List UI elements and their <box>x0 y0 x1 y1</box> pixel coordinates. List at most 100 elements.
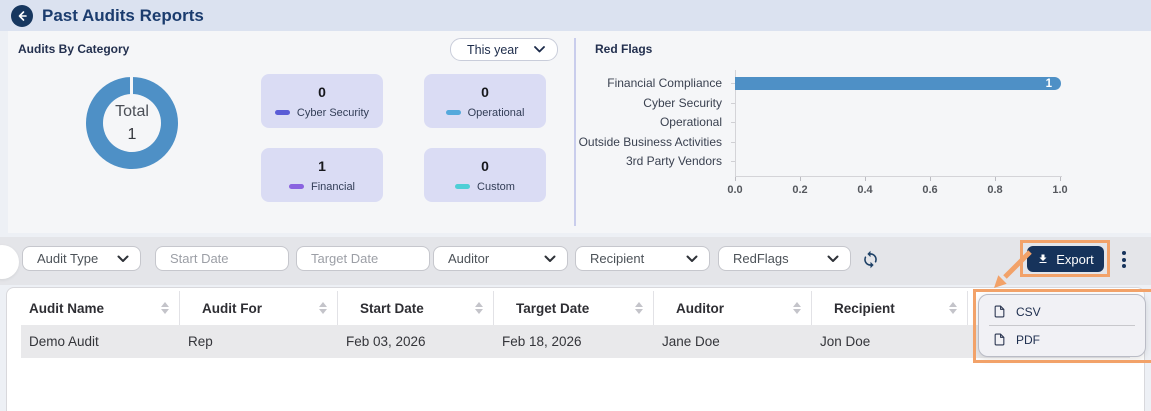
audit-type-select[interactable]: Audit Type <box>22 246 141 271</box>
category-value: 0 <box>481 83 489 100</box>
chevron-down-icon <box>827 255 839 262</box>
y-axis-tick <box>731 103 735 104</box>
cell-start-date: Feb 03, 2026 <box>346 334 426 349</box>
audits-table: Audit Name Audit For Start Date Target D… <box>6 287 1145 411</box>
refresh-icon <box>863 250 877 268</box>
donut-center: Total 1 <box>103 94 161 152</box>
export-menu-item-csv[interactable]: CSV <box>979 298 1145 325</box>
donut-center-label: Total <box>115 102 149 120</box>
column-header-target-date[interactable]: Target Date <box>494 291 654 325</box>
refresh-button[interactable] <box>859 248 881 270</box>
recipient-select-value: Recipient <box>590 251 645 266</box>
export-button-label: Export <box>1056 251 1094 267</box>
column-header-label: Audit Name <box>29 300 105 316</box>
column-header-label: Start Date <box>360 300 424 316</box>
category-label: Custom <box>477 180 515 193</box>
x-axis-line <box>735 176 1062 177</box>
audit-type-select-value: Audit Type <box>37 251 99 266</box>
export-menu-item-label: PDF <box>1016 332 1040 347</box>
rf-category-label: Operational <box>659 115 722 129</box>
chevron-down-icon <box>686 255 698 262</box>
filter-toolbar: Audit Type Auditor Recipient RedFlags Ex… <box>0 237 1151 285</box>
category-dash-3 <box>455 184 471 189</box>
column-header-label: Target Date <box>516 300 590 316</box>
rf-category-label: 3rd Party Vendors <box>625 154 722 168</box>
bar-financial-compliance: 1 <box>735 77 1061 90</box>
column-header-recipient[interactable]: Recipient <box>812 291 968 325</box>
x-axis-tick <box>865 177 866 181</box>
column-header-start-date[interactable]: Start Date <box>338 291 494 325</box>
start-date-input[interactable] <box>170 251 274 266</box>
dashboard-panel: Audits By Category This year Total 1 0 C… <box>8 31 1151 233</box>
rf-category-label: Outside Business Activities <box>578 135 722 149</box>
export-menu-item-pdf[interactable]: PDF <box>979 326 1145 353</box>
category-dash-1 <box>445 110 461 115</box>
start-date-field-wrap <box>155 246 289 271</box>
column-header-audit-name[interactable]: Audit Name <box>7 291 180 325</box>
auditor-select[interactable]: Auditor <box>433 246 568 271</box>
rf-category-label: Financial Compliance <box>607 76 722 90</box>
cell-target-date: Feb 18, 2026 <box>502 334 582 349</box>
category-value: 1 <box>318 157 326 174</box>
chevron-down-icon <box>544 255 556 262</box>
x-axis-tick <box>735 177 736 181</box>
y-axis-tick <box>731 142 735 143</box>
redflags-select[interactable]: RedFlags <box>718 246 851 271</box>
recipient-select[interactable]: Recipient <box>575 246 710 271</box>
x-tick-label: 0.4 <box>857 184 873 196</box>
kebab-dot <box>1122 251 1126 255</box>
sort-icon <box>161 302 169 314</box>
sort-icon <box>635 302 643 314</box>
column-header-label: Recipient <box>834 300 895 316</box>
target-date-input[interactable] <box>311 251 415 266</box>
category-value: 0 <box>318 83 326 100</box>
cell-auditor: Jane Doe <box>662 334 720 349</box>
redflags-select-value: RedFlags <box>733 251 789 266</box>
target-date-field-wrap <box>296 246 430 271</box>
download-icon <box>1039 254 1047 263</box>
sort-icon <box>475 302 483 314</box>
period-select[interactable]: This year <box>450 38 558 61</box>
column-header-auditor[interactable]: Auditor <box>654 291 812 325</box>
y-axis-tick <box>731 83 735 84</box>
x-axis-tick <box>930 177 931 181</box>
chevron-down-icon <box>117 255 129 262</box>
chevron-down-icon <box>534 46 545 53</box>
more-options-button[interactable] <box>1117 247 1131 272</box>
page-header: Past Audits Reports <box>0 0 1151 31</box>
auditor-select-value: Auditor <box>448 251 490 266</box>
export-button[interactable]: Export <box>1027 246 1104 272</box>
x-axis-tick <box>995 177 996 181</box>
x-tick-label: 0.6 <box>922 184 938 196</box>
y-axis-tick <box>731 122 735 123</box>
pdf-file-icon <box>994 333 1005 346</box>
audits-by-category-title: Audits By Category <box>18 42 130 56</box>
cell-audit-for: Rep <box>188 334 213 349</box>
sort-icon <box>793 302 801 314</box>
period-select-value: This year <box>467 42 519 57</box>
kebab-dot <box>1122 257 1126 262</box>
csv-file-icon <box>994 305 1005 318</box>
category-value: 0 <box>481 157 489 174</box>
category-card-financial: 1 Financial <box>261 148 383 202</box>
column-header-label: Auditor <box>676 300 724 316</box>
x-axis-tick <box>800 177 801 181</box>
donut-slice-gap <box>130 76 133 95</box>
x-axis-tick <box>1060 177 1061 181</box>
arrow-left-icon <box>18 10 27 21</box>
x-tick-label: 0.2 <box>792 184 808 196</box>
category-label: Financial <box>310 180 356 193</box>
bar-value-label: 1 <box>1045 77 1052 90</box>
donut-center-value: 1 <box>127 125 137 143</box>
sort-icon <box>949 302 957 314</box>
y-axis-line <box>735 70 736 176</box>
table-row[interactable]: Demo Audit Rep Feb 03, 2026 Feb 18, 2026… <box>21 325 1130 358</box>
table-header-row: Audit Name Audit For Start Date Target D… <box>7 291 1144 325</box>
x-tick-label: 1.0 <box>1052 184 1068 196</box>
sort-icon <box>319 302 327 314</box>
column-header-audit-for[interactable]: Audit For <box>180 291 338 325</box>
cell-recipient: Jon Doe <box>820 334 871 349</box>
category-card-cyber-security: 0 Cyber Security <box>261 74 383 128</box>
back-button[interactable] <box>11 4 33 27</box>
